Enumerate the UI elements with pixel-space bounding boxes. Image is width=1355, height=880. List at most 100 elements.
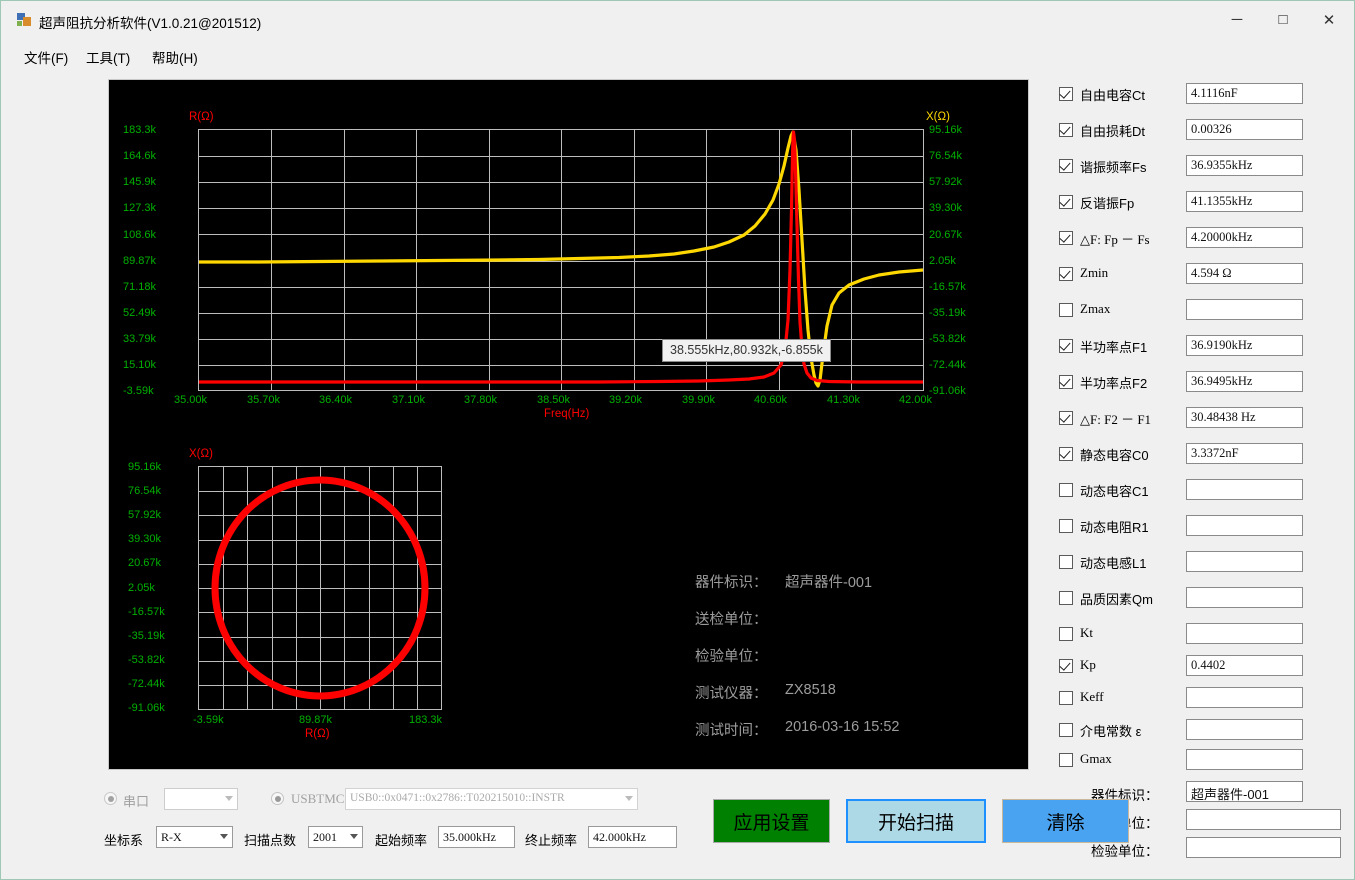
param-checkbox-fs[interactable]: [1059, 159, 1073, 173]
text-input-inspector[interactable]: [1186, 837, 1341, 858]
param-value-c0[interactable]: 3.3372nF: [1186, 443, 1303, 464]
chart1-ytick-right-5: 2.05k: [929, 255, 956, 267]
param-row-gmax[interactable]: Gmax: [1051, 749, 1351, 773]
apply-settings-button[interactable]: 应用设置: [713, 799, 830, 843]
param-row-zmin[interactable]: Zmin 4.594 Ω: [1051, 263, 1351, 287]
param-row-keff[interactable]: Keff: [1051, 687, 1351, 711]
chart1-xtick-4: 37.80k: [464, 394, 498, 406]
text-row-inspector[interactable]: 检验单位：: [1051, 837, 1355, 863]
text-row-device-id[interactable]: 器件标识： 超声器件-001: [1051, 781, 1355, 807]
param-value-gmax[interactable]: [1186, 749, 1303, 770]
chart1-xtick-6: 39.20k: [609, 394, 643, 406]
param-label-f1: 半功率点F1: [1080, 340, 1148, 355]
info-device-id-value: 超声器件-001: [785, 575, 873, 591]
param-checkbox-kp[interactable]: [1059, 659, 1073, 673]
combo-serial-port[interactable]: [164, 788, 238, 810]
combo-scan-points[interactable]: 2001: [308, 826, 363, 848]
close-button[interactable]: ✕: [1322, 11, 1336, 29]
param-row-fp[interactable]: 反谐振Fp 41.1355kHz: [1051, 191, 1351, 215]
param-checkbox-delta-f2-f1[interactable]: [1059, 411, 1073, 425]
menu-file[interactable]: 文件(F): [24, 51, 69, 66]
param-row-kt[interactable]: Kt: [1051, 623, 1351, 647]
maximize-button[interactable]: □: [1278, 11, 1288, 28]
param-value-delta-f2-f1[interactable]: 30.48438 Hz: [1186, 407, 1303, 428]
param-value-zmax[interactable]: [1186, 299, 1303, 320]
chart-impedance-locus[interactable]: [198, 466, 442, 710]
param-row-epsilon[interactable]: 介电常数 ε: [1051, 719, 1351, 743]
param-value-fs[interactable]: 36.9355kHz: [1186, 155, 1303, 176]
param-value-keff[interactable]: [1186, 687, 1303, 708]
param-row-f1[interactable]: 半功率点F1 36.9190kHz: [1051, 335, 1351, 359]
param-row-f2[interactable]: 半功率点F2 36.9495kHz: [1051, 371, 1351, 395]
param-checkbox-dt[interactable]: [1059, 123, 1073, 137]
param-checkbox-delta-fp-fs[interactable]: [1059, 231, 1073, 245]
param-checkbox-f1[interactable]: [1059, 339, 1073, 353]
param-checkbox-fp[interactable]: [1059, 195, 1073, 209]
param-checkbox-c1[interactable]: [1059, 483, 1073, 497]
param-row-ct[interactable]: 自由电容Ct 4.1116nF: [1051, 83, 1351, 107]
graph-panel[interactable]: R(Ω) X(Ω) 183.3k 164.6k 145.9k 127.3k 10…: [108, 79, 1029, 770]
param-row-c1[interactable]: 动态电容C1: [1051, 479, 1351, 503]
menu-tools[interactable]: 工具(T): [86, 51, 131, 66]
chevron-down-icon: [220, 834, 228, 839]
param-checkbox-zmax[interactable]: [1059, 303, 1073, 317]
param-value-qm[interactable]: [1186, 587, 1303, 608]
param-value-f2[interactable]: 36.9495kHz: [1186, 371, 1303, 392]
param-checkbox-gmax[interactable]: [1059, 753, 1073, 767]
info-timestamp-label: 测试时间：: [695, 723, 768, 739]
combo-coordinate-system[interactable]: R-X: [156, 826, 233, 848]
param-value-dt[interactable]: 0.00326: [1186, 119, 1303, 140]
radio-usbtmc[interactable]: [271, 792, 284, 805]
chart1-ytick-right-0: 95.16k: [929, 124, 963, 136]
chart-impedance-sweep[interactable]: 38.555kHz,80.932k,-6.855k: [198, 129, 924, 391]
param-value-delta-fp-fs[interactable]: 4.20000kHz: [1186, 227, 1303, 248]
chart1-ytick-left-9: 15.10k: [123, 359, 157, 371]
param-checkbox-l1[interactable]: [1059, 555, 1073, 569]
param-value-kt[interactable]: [1186, 623, 1303, 644]
chart1-x-axis-title: Freq(Hz): [544, 408, 590, 420]
menu-help[interactable]: 帮助(H): [152, 51, 198, 66]
param-row-r1[interactable]: 动态电阻R1: [1051, 515, 1351, 539]
param-row-zmax[interactable]: Zmax: [1051, 299, 1351, 323]
param-value-epsilon[interactable]: [1186, 719, 1303, 740]
text-input-submitter[interactable]: [1186, 809, 1341, 830]
param-value-fp[interactable]: 41.1355kHz: [1186, 191, 1303, 212]
text-input-device-id[interactable]: 超声器件-001: [1186, 781, 1303, 802]
param-checkbox-zmin[interactable]: [1059, 267, 1073, 281]
param-value-kp[interactable]: 0.4402: [1186, 655, 1303, 676]
param-row-dt[interactable]: 自由损耗Dt 0.00326: [1051, 119, 1351, 143]
param-checkbox-qm[interactable]: [1059, 591, 1073, 605]
param-checkbox-f2[interactable]: [1059, 375, 1073, 389]
chart1-xtick-5: 38.50k: [537, 394, 571, 406]
param-checkbox-keff[interactable]: [1059, 691, 1073, 705]
param-row-c0[interactable]: 静态电容C0 3.3372nF: [1051, 443, 1351, 467]
param-value-zmin[interactable]: 4.594 Ω: [1186, 263, 1303, 284]
radio-serial[interactable]: [104, 792, 117, 805]
param-row-delta-f2-f1[interactable]: △F: F2 － F1 30.48438 Hz: [1051, 407, 1351, 431]
param-row-fs[interactable]: 谐振频率Fs 36.9355kHz: [1051, 155, 1351, 179]
minimize-button[interactable]: ─: [1231, 11, 1243, 28]
param-label-gmax: Gmax: [1080, 751, 1112, 766]
param-value-l1[interactable]: [1186, 551, 1303, 572]
param-value-f1[interactable]: 36.9190kHz: [1186, 335, 1303, 356]
param-checkbox-ct[interactable]: [1059, 87, 1073, 101]
param-value-c1[interactable]: [1186, 479, 1303, 500]
param-row-kp[interactable]: Kp 0.4402: [1051, 655, 1351, 679]
input-stop-frequency[interactable]: 42.000kHz: [588, 826, 677, 848]
chart2-y-axis-title: X(Ω): [189, 448, 213, 460]
input-start-frequency[interactable]: 35.000kHz: [438, 826, 515, 848]
chart2-xtick-1: 89.87k: [299, 714, 333, 726]
param-checkbox-kt[interactable]: [1059, 627, 1073, 641]
param-checkbox-c0[interactable]: [1059, 447, 1073, 461]
chart1-left-axis-title: R(Ω): [189, 111, 214, 123]
param-checkbox-r1[interactable]: [1059, 519, 1073, 533]
param-row-qm[interactable]: 品质因素Qm: [1051, 587, 1351, 611]
param-row-l1[interactable]: 动态电感L1: [1051, 551, 1351, 575]
param-row-delta-fp-fs[interactable]: △F: Fp － Fs 4.20000kHz: [1051, 227, 1351, 251]
combo-usbtmc-resource[interactable]: USB0::0x0471::0x2786::T020215010::INSTR: [345, 788, 638, 810]
param-value-ct[interactable]: 4.1116nF: [1186, 83, 1303, 104]
param-checkbox-epsilon[interactable]: [1059, 723, 1073, 737]
param-value-r1[interactable]: [1186, 515, 1303, 536]
clear-button[interactable]: 清除: [1002, 799, 1129, 843]
start-scan-button[interactable]: 开始扫描: [846, 799, 986, 843]
